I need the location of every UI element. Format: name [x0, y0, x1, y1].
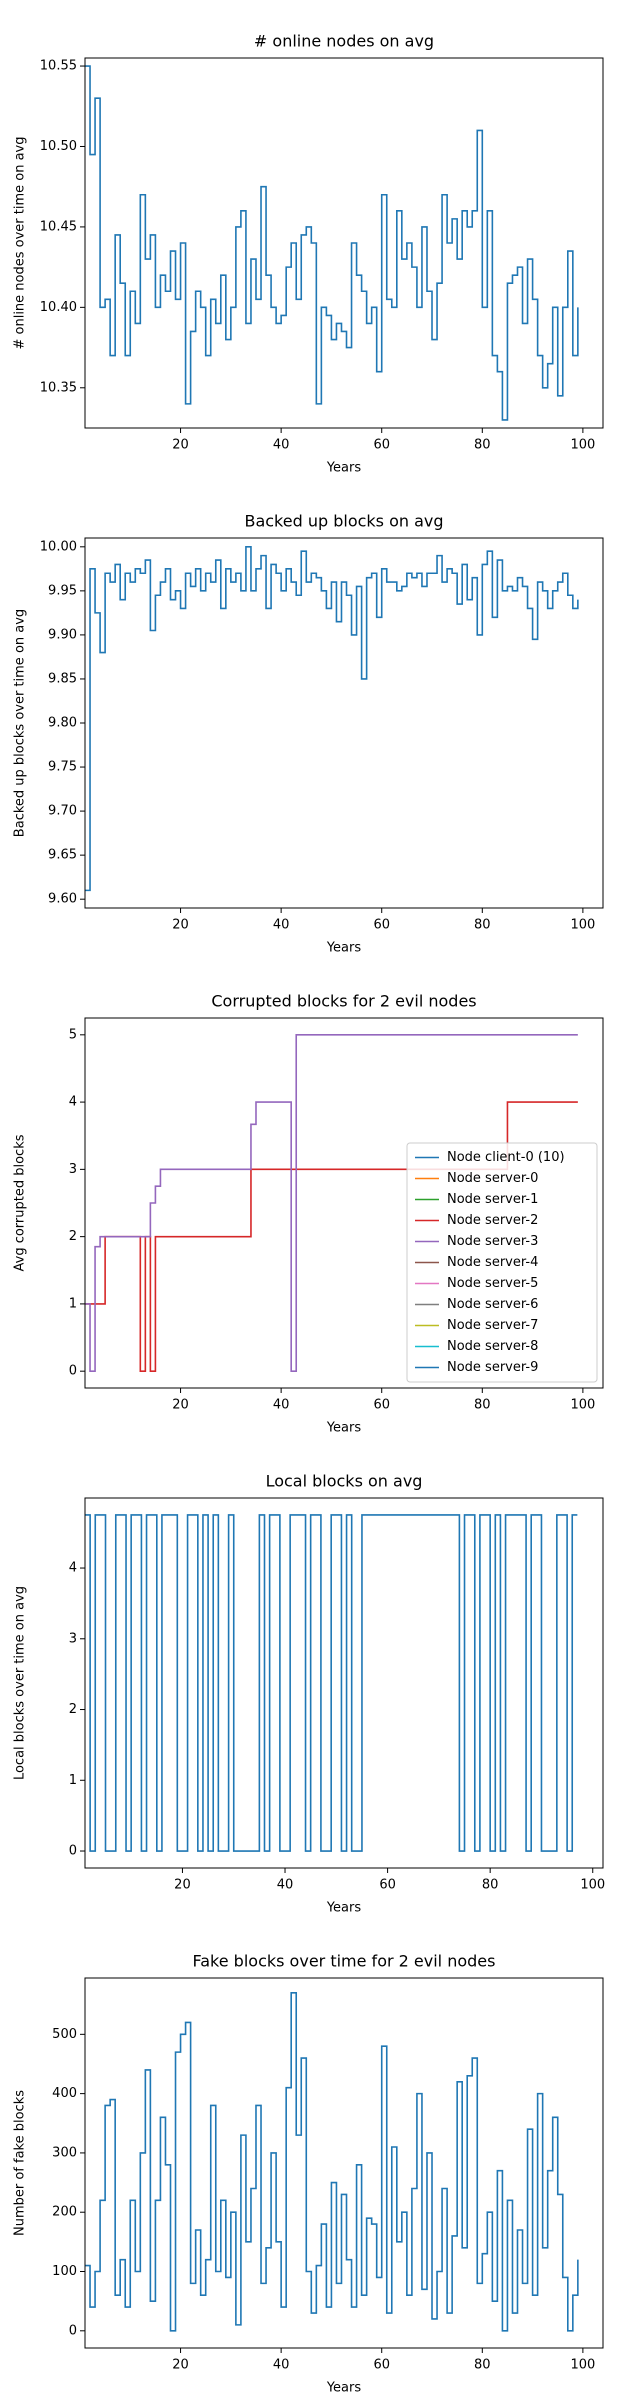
step-line	[85, 1514, 578, 1852]
legend-box	[406, 1142, 598, 1383]
y-axis-label: # online nodes over time on avg	[13, 136, 28, 349]
y-tick-label: 5	[69, 1027, 77, 1042]
legend-label: Node server-0	[447, 1171, 538, 1186]
y-tick-label: 200	[52, 2205, 77, 2220]
chart-title: Fake blocks over time for 2 evil nodes	[193, 1952, 496, 1971]
y-tick-label: 0	[69, 2323, 77, 2338]
x-axis-label: Years	[326, 1901, 362, 1916]
y-tick-label: 9.80	[48, 716, 77, 731]
legend-label: Node server-1	[447, 1192, 538, 1207]
x-tick-label: 40	[277, 1878, 294, 1893]
y-tick-label: 10.40	[40, 300, 77, 315]
legend-label: Node client-0 (10)	[447, 1150, 565, 1165]
chart-title: Corrupted blocks for 2 evil nodes	[211, 992, 476, 1011]
y-tick-label: 300	[52, 2145, 77, 2160]
y-tick-label: 2	[69, 1229, 77, 1244]
x-tick-label: 80	[482, 1878, 499, 1893]
plot-frame	[84, 57, 604, 429]
x-tick-label: 20	[174, 1878, 191, 1893]
y-tick-label: 500	[52, 2027, 77, 2042]
y-axis-label: Number of fake blocks	[13, 2090, 28, 2236]
x-tick-label: 20	[172, 2358, 189, 2373]
x-tick-label: 40	[273, 1398, 290, 1413]
x-tick-label: 60	[373, 1398, 390, 1413]
x-tick-label: 100	[570, 1398, 595, 1413]
y-tick-label: 9.60	[48, 892, 77, 907]
y-tick-label: 0	[69, 1364, 77, 1379]
x-axis-label: Years	[326, 941, 362, 956]
y-tick-label: 0	[69, 1844, 77, 1859]
x-tick-label: 20	[172, 438, 189, 453]
x-axis-label: Years	[326, 461, 362, 476]
x-axis-label: Years	[326, 2381, 362, 2396]
y-tick-label: 4	[69, 1561, 77, 1576]
x-tick-label: 40	[273, 2358, 290, 2373]
x-tick-label: 60	[379, 1878, 396, 1893]
x-tick-label: 60	[373, 2358, 390, 2373]
legend-label: Node server-3	[447, 1234, 538, 1249]
y-tick-label: 3	[69, 1162, 77, 1177]
y-tick-label: 1	[69, 1296, 77, 1311]
y-tick-label: 10.50	[40, 139, 77, 154]
x-tick-label: 100	[570, 438, 595, 453]
y-tick-label: 400	[52, 2086, 77, 2101]
y-tick-label: 100	[52, 2264, 77, 2279]
y-tick-label: 9.65	[48, 848, 77, 863]
step-line	[85, 1034, 578, 1372]
x-tick-label: 80	[474, 1398, 491, 1413]
y-tick-label: 9.70	[48, 804, 77, 819]
x-tick-label: 40	[273, 438, 290, 453]
x-tick-label: 60	[373, 438, 390, 453]
legend-label: Node server-8	[447, 1339, 538, 1354]
x-tick-label: 80	[474, 918, 491, 933]
y-tick-label: 1	[69, 1773, 77, 1788]
y-tick-label: 3	[69, 1631, 77, 1646]
x-tick-label: 100	[570, 918, 595, 933]
legend-label: Node server-2	[447, 1213, 538, 1228]
y-tick-label: 10.00	[40, 539, 77, 554]
y-tick-label: 9.85	[48, 671, 77, 686]
x-tick-label: 20	[172, 918, 189, 933]
x-tick-label: 100	[570, 2358, 595, 2373]
step-line	[85, 65, 579, 421]
x-tick-label: 80	[474, 2358, 491, 2373]
y-axis-label: Backed up blocks over time on avg	[13, 609, 28, 837]
chart-title: Local blocks on avg	[266, 1472, 423, 1491]
y-tick-label: 4	[69, 1095, 77, 1110]
y-tick-label: 10.45	[40, 219, 77, 234]
legend-label: Node server-4	[447, 1255, 538, 1270]
step-line	[85, 1992, 579, 2332]
x-tick-label: 80	[474, 438, 491, 453]
x-tick-label: 60	[373, 918, 390, 933]
plot-frame	[84, 1497, 604, 1869]
plot-frame	[84, 1977, 604, 2349]
legend-label: Node server-6	[447, 1297, 538, 1312]
y-tick-label: 9.75	[48, 760, 77, 775]
y-tick-label: 2	[69, 1702, 77, 1717]
y-tick-label: 10.55	[40, 59, 77, 74]
y-tick-label: 9.90	[48, 627, 77, 642]
legend-label: Node server-5	[447, 1276, 538, 1291]
x-tick-label: 20	[172, 1398, 189, 1413]
legend-label: Node server-7	[447, 1318, 538, 1333]
x-axis-label: Years	[326, 1421, 362, 1436]
y-tick-label: 10.35	[40, 380, 77, 395]
y-axis-label: Avg corrupted blocks	[13, 1134, 28, 1271]
chart-title: Backed up blocks on avg	[244, 512, 443, 531]
step-line	[85, 546, 579, 892]
legend-label: Node server-9	[447, 1360, 538, 1375]
plot-frame	[84, 1017, 604, 1389]
chart-title: # online nodes on avg	[254, 32, 434, 51]
plot-frame	[84, 537, 604, 909]
y-axis-label: Local blocks over time on avg	[13, 1586, 28, 1780]
x-tick-label: 40	[273, 918, 290, 933]
y-tick-label: 9.95	[48, 583, 77, 598]
x-tick-label: 100	[580, 1878, 605, 1893]
